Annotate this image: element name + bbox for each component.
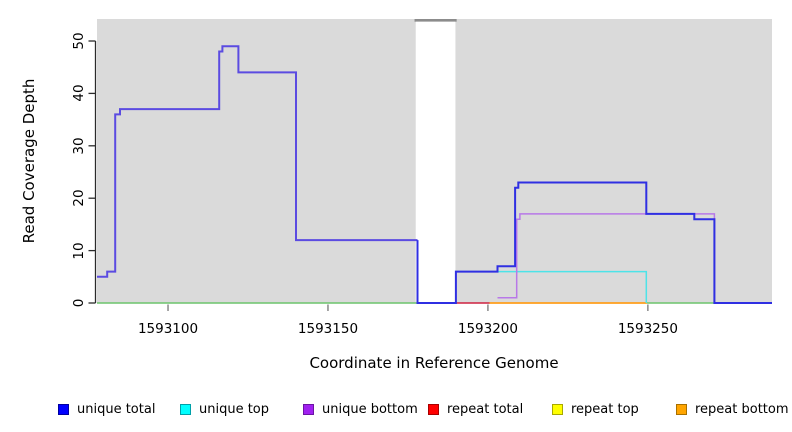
gap-region [415, 21, 456, 303]
x-tick-label-1593250: 1593250 [617, 321, 678, 337]
legend-swatch-unique-bottom [303, 404, 314, 415]
gap-region-cap [414, 19, 457, 22]
legend-item-repeat-total: repeat total [428, 402, 523, 417]
y-tick-label-50: 50 [71, 32, 87, 50]
x-axis-label: Coordinate in Reference Genome [309, 354, 559, 372]
legend-label: repeat total [447, 402, 524, 417]
x-tick-label-1593150: 1593150 [297, 321, 359, 337]
y-axis-label: Read Coverage Depth [20, 78, 38, 244]
y-tick-label-20: 20 [71, 189, 87, 207]
legend-item-unique-total: unique total [58, 402, 155, 417]
series-unique-total-left-overlapped-by-unique-bottom- [97, 45, 418, 278]
legend-label: unique total [77, 402, 156, 417]
legend-swatch-repeat-total [428, 404, 439, 415]
series-unique-top [455, 270, 648, 303]
legend-swatch-unique-total [58, 404, 69, 415]
legend-swatch-repeat-top [552, 404, 563, 415]
y-tick-label-40: 40 [71, 84, 87, 102]
y-tick-label-10: 10 [71, 242, 87, 260]
legend-label: unique bottom [322, 402, 418, 417]
legend-item-unique-bottom: unique bottom [303, 402, 418, 417]
x-tick-label-1593100: 1593100 [137, 321, 199, 337]
legend-label: repeat bottom [695, 402, 789, 417]
y-tick-label-0: 0 [71, 298, 87, 308]
legend-label: unique top [199, 402, 270, 417]
legend-label: repeat top [571, 402, 639, 417]
x-tick-label-1593200: 1593200 [457, 321, 518, 337]
legend-item-repeat-bottom: repeat bottom [676, 402, 789, 417]
y-tick-label-30: 30 [71, 137, 87, 155]
legend-swatch-repeat-bottom [676, 404, 687, 415]
legend-swatch-unique-top [180, 404, 191, 415]
legend-item-unique-top: unique top [180, 402, 269, 417]
legend-item-repeat-top: repeat top [552, 402, 639, 417]
series-unique-total-right- [416, 181, 772, 304]
